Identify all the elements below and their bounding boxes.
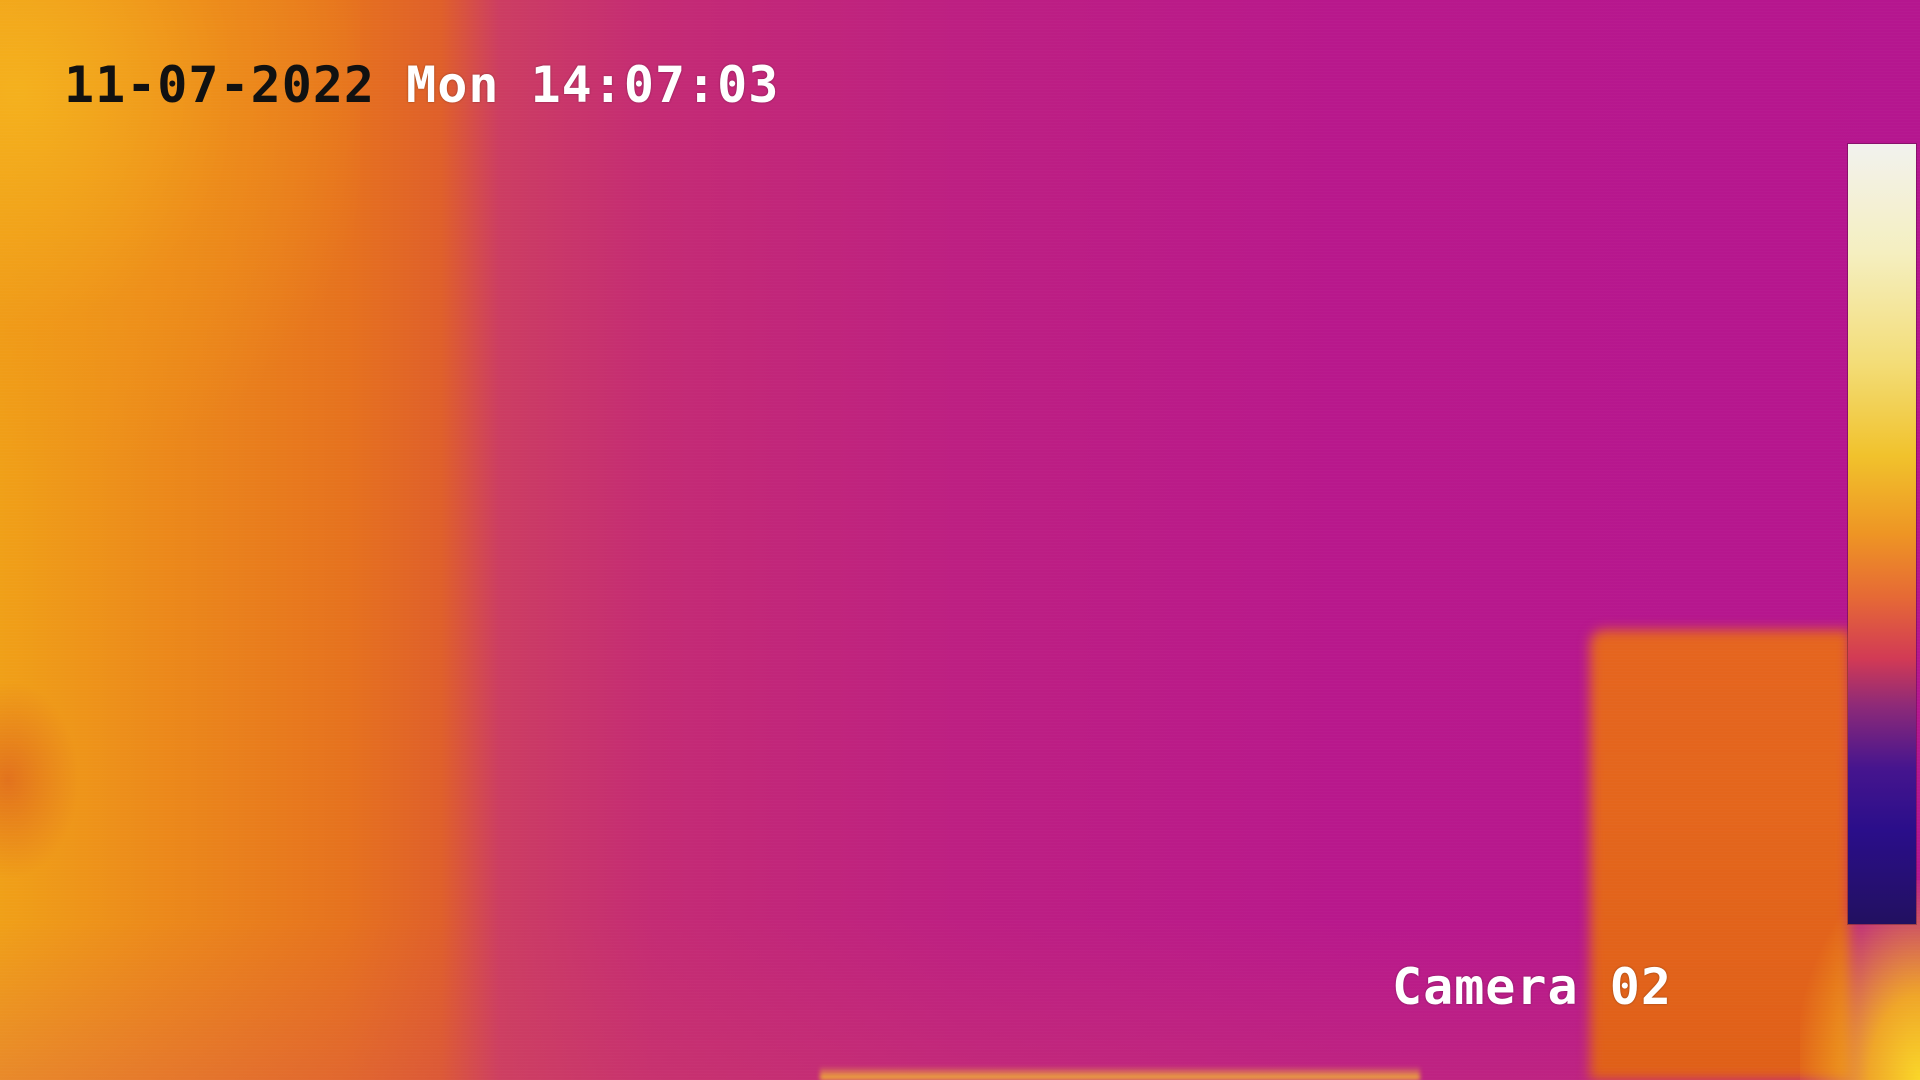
thermal-color-scale-icon (1848, 144, 1916, 924)
timestamp-date: 11-07-2022 (64, 56, 376, 114)
timestamp-time: 14:07:03 (530, 56, 780, 114)
warm-region-left-lower (0, 680, 80, 880)
camera-label: Camera 02 (1392, 958, 1672, 1016)
floor-hot-strip (820, 1066, 1420, 1080)
timestamp-day: Mon (406, 56, 500, 114)
warm-region-left (0, 0, 360, 460)
timestamp-overlay: 11-07-2022 Mon 14:07:03 (64, 56, 779, 114)
